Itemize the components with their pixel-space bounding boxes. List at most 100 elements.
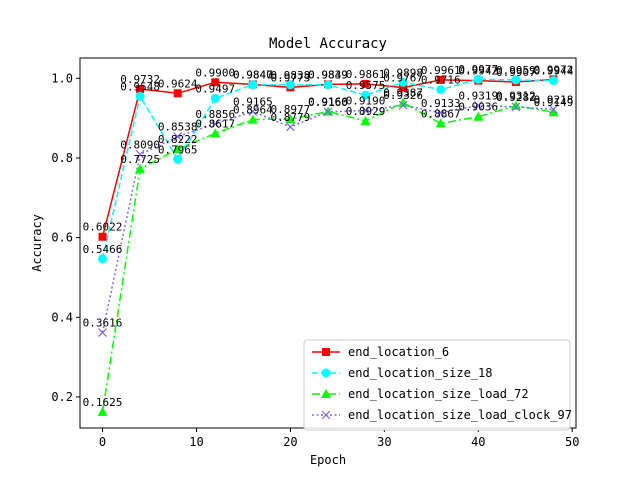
- chart-title: Model Accuracy: [269, 36, 387, 52]
- legend-marker: [322, 348, 330, 356]
- data-label: 0.9133: [421, 97, 461, 110]
- data-point: [97, 406, 108, 416]
- data-label: 0.9166: [308, 96, 348, 109]
- data-point: [248, 107, 258, 116]
- data-point: [98, 254, 108, 264]
- data-label: 0.9900: [195, 66, 235, 79]
- data-label: 0.8538: [158, 121, 198, 134]
- data-point: [511, 75, 521, 85]
- data-point: [323, 107, 333, 117]
- data-label: 0.9977: [458, 63, 498, 76]
- data-label: 0.9218: [534, 93, 574, 106]
- data-point: [436, 108, 446, 118]
- data-point: [473, 101, 483, 110]
- data-point: [360, 115, 371, 125]
- legend-entry: end_location_size_load_clock_97: [348, 408, 572, 422]
- data-point: [436, 85, 446, 95]
- data-label: 0.9961: [421, 64, 461, 77]
- data-label: 0.9907: [496, 66, 536, 79]
- x-tick-label: 10: [189, 435, 203, 449]
- legend: end_location_6 end_location_size_18 end_lo…: [303, 339, 572, 431]
- data-point: [398, 100, 408, 110]
- data-point: [473, 111, 484, 121]
- data-point: [211, 78, 220, 87]
- data-point: [210, 128, 221, 138]
- y-tick-label: 0.6: [51, 231, 73, 245]
- data-point: [473, 74, 483, 84]
- data-label: 0.8929: [346, 105, 386, 118]
- data-label: 0.9036: [458, 101, 498, 114]
- data-label: 0.1625: [83, 396, 123, 409]
- data-point: [510, 100, 521, 110]
- data-label: 0.9847: [233, 68, 273, 81]
- data-label: 0.8090: [120, 138, 160, 151]
- data-point: [98, 328, 107, 337]
- data-point: [361, 106, 371, 115]
- data-point: [285, 80, 295, 90]
- data-label: 0.9326: [383, 89, 423, 102]
- data-point: [398, 77, 408, 87]
- data-point: [172, 144, 183, 154]
- data-point: [323, 80, 333, 90]
- data-point: [135, 91, 145, 101]
- data-label: 0.9942: [458, 65, 498, 78]
- x-tick-label: 40: [471, 435, 485, 449]
- x-tick-label: 50: [565, 435, 579, 449]
- data-label: 0.8856: [195, 108, 235, 121]
- data-label: 0.9732: [120, 73, 160, 86]
- data-label: 0.7725: [120, 153, 160, 166]
- data-label: 0.9773: [271, 71, 311, 84]
- data-label: 0.9861: [346, 68, 386, 81]
- data-point: [135, 163, 146, 173]
- data-label: 0.8222: [158, 133, 198, 146]
- data-point: [285, 122, 295, 132]
- data-label: 0.8617: [195, 117, 235, 130]
- x-axis-label: Epoch: [310, 453, 346, 467]
- data-label: 0.9838: [271, 69, 311, 82]
- data-label: 0.8977: [271, 103, 311, 116]
- data-point: [98, 232, 107, 241]
- data-label: 0.8779: [271, 111, 311, 124]
- data-point: [285, 114, 296, 124]
- data-point: [173, 154, 183, 164]
- data-label: 0.9497: [195, 82, 235, 95]
- data-labels: 0.60220.97320.96240.99000.98470.97730.98…: [83, 63, 574, 409]
- data-point: [398, 97, 409, 107]
- data-point: [549, 105, 558, 114]
- axes: 0 10 20 30 40 50 0.2 0.4 0.6 0.8 1.0: [51, 71, 579, 449]
- data-point: [210, 93, 220, 103]
- data-label: 0.9767: [383, 72, 423, 85]
- y-tick-label: 0.8: [51, 151, 73, 165]
- data-label: 0.9849: [308, 68, 348, 81]
- legend-marker: [321, 368, 331, 378]
- data-label: 0.9972: [534, 63, 574, 76]
- data-point: [135, 149, 145, 159]
- x-tick-label: 0: [99, 435, 106, 449]
- data-point: [173, 89, 182, 98]
- data-label: 0.9959: [496, 64, 536, 77]
- data-label: 0.6022: [83, 221, 123, 234]
- plot-markers: [97, 74, 559, 416]
- data-label: 0.9387: [383, 87, 423, 100]
- data-point: [361, 79, 370, 88]
- data-label: 0.8867: [421, 107, 461, 120]
- data-label: 0.9624: [158, 77, 198, 90]
- legend-entry: end_location_6: [348, 345, 449, 359]
- data-label: 0.9548: [120, 80, 160, 93]
- x-tick-label: 30: [377, 435, 391, 449]
- data-point: [548, 76, 558, 86]
- y-tick-label: 0.4: [51, 310, 73, 324]
- y-tick-label: 1.0: [51, 71, 73, 85]
- legend-box: [303, 339, 571, 431]
- data-label: 0.9190: [346, 95, 386, 108]
- data-point: [136, 84, 145, 93]
- data-point: [248, 80, 258, 90]
- legend-marker: [321, 389, 331, 398]
- x-tick-label: 20: [283, 435, 297, 449]
- legend-entry: end_location_size_18: [348, 366, 493, 380]
- data-label: 0.9319: [458, 89, 498, 102]
- y-axis-label: Accuracy: [30, 214, 44, 272]
- data-point: [247, 114, 258, 124]
- data-point: [548, 107, 559, 117]
